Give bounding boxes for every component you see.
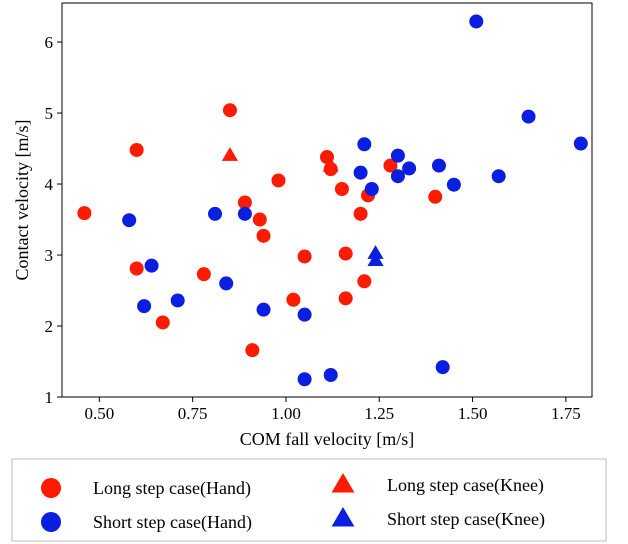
data-point-s1-p4 [208, 206, 223, 221]
data-point-s1-p11 [353, 165, 368, 180]
data-point-s1-p19 [446, 177, 461, 192]
data-point-s0-p11 [286, 292, 301, 307]
x-tick-label-1: 0.75 [178, 404, 208, 423]
y-tick-label-5: 6 [45, 33, 54, 52]
data-point-s1-p17 [431, 158, 446, 173]
data-point-s0-p9 [256, 228, 271, 243]
data-point-s1-p14 [390, 148, 405, 163]
data-point-s0-p0 [77, 206, 92, 221]
data-point-s1-p8 [297, 307, 312, 322]
data-point-s1-p2 [144, 258, 159, 273]
legend-label-2: Long step case(Knee) [387, 475, 544, 496]
data-point-s0-p4 [196, 267, 211, 282]
legend-label-3: Short step case(Knee) [387, 509, 545, 530]
legend-marker-1 [41, 512, 61, 532]
data-point-s0-p12 [297, 249, 312, 264]
data-point-s2-p0 [221, 147, 239, 161]
data-point-s1-p7 [256, 302, 271, 317]
data-point-s1-p21 [491, 169, 506, 184]
legend-marker-3 [331, 507, 355, 527]
data-point-s0-p8 [252, 212, 267, 227]
plot-frame [61, 2, 593, 398]
data-point-s0-p15 [334, 181, 349, 196]
data-point-s1-p10 [323, 367, 338, 382]
data-point-s0-p21 [383, 158, 398, 173]
data-point-s1-p20 [469, 14, 484, 29]
data-point-s0-p10 [271, 173, 286, 188]
x-axis-ticks: 0.50 0.75 1.00 1.25 1.50 1.75 [84, 397, 581, 423]
data-point-s1-p15 [390, 169, 405, 184]
data-point-s0-p1 [129, 142, 144, 157]
legend-frame [11, 458, 607, 542]
data-point-s0-p2 [129, 261, 144, 276]
data-point-s1-p3 [170, 293, 185, 308]
y-axis-ticks: 1 2 3 4 5 6 [45, 33, 62, 407]
x-tick-label-3: 1.25 [364, 404, 394, 423]
legend: Long step case(Hand) Short step case(Hand… [41, 473, 545, 533]
data-point-s1-p13 [364, 181, 379, 196]
y-tick-label-2: 3 [45, 246, 54, 265]
data-point-s0-p7 [245, 343, 260, 358]
data-point-s3-p0 [367, 245, 384, 259]
legend-marker-0 [41, 478, 61, 498]
x-axis-label: COM fall velocity [m/s] [240, 429, 414, 449]
x-tick-label-5: 1.75 [551, 404, 581, 423]
data-point-s0-p3 [155, 315, 170, 330]
data-point-s1-p18 [435, 360, 450, 375]
data-point-s0-p17 [338, 291, 353, 306]
data-point-s2-p1 [322, 157, 339, 172]
y-tick-label-3: 4 [45, 175, 54, 194]
data-point-s0-p16 [338, 246, 353, 261]
legend-label-0: Long step case(Hand) [93, 478, 251, 499]
data-point-s1-p5 [219, 276, 234, 291]
data-point-s0-p22 [428, 189, 443, 204]
y-tick-label-0: 1 [45, 388, 54, 407]
x-tick-label-0: 0.50 [84, 404, 114, 423]
data-point-s1-p9 [297, 372, 312, 387]
legend-marker-2 [331, 473, 355, 493]
legend-label-1: Short step case(Hand) [93, 512, 252, 533]
data-point-s0-p18 [353, 206, 368, 221]
data-point-s1-p16 [402, 161, 417, 176]
plot-points [77, 14, 588, 387]
data-point-s0-p6 [237, 195, 252, 210]
data-point-s0-p5 [222, 103, 237, 118]
data-point-s3-p1 [367, 252, 384, 266]
data-point-s1-p12 [357, 137, 372, 152]
y-tick-label-4: 5 [45, 104, 54, 123]
y-axis-label: Contact velocity [m/s] [12, 120, 32, 281]
data-point-s1-p23 [573, 136, 588, 151]
data-point-s1-p1 [137, 299, 152, 314]
x-tick-label-4: 1.50 [458, 404, 488, 423]
data-point-s1-p0 [122, 213, 137, 228]
data-point-s0-p19 [357, 274, 372, 289]
data-point-s1-p6 [237, 206, 252, 221]
data-point-s1-p22 [521, 109, 536, 124]
y-tick-label-1: 2 [45, 317, 54, 336]
x-tick-label-2: 1.00 [271, 404, 301, 423]
